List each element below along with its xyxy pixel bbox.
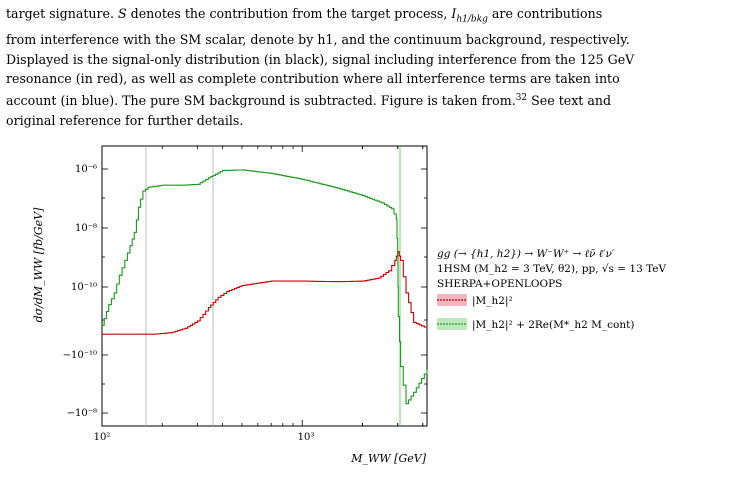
ytick-2: 10⁻⁸ bbox=[75, 223, 97, 234]
caption-line-2: from interference with the SM scalar, de… bbox=[6, 32, 630, 48]
caption-line-1: target signature. S denotes the contribu… bbox=[6, 6, 603, 25]
legend: gg (→ {h1, h2}) → W⁻W⁺ → ℓν̄ ℓ′ν′ 1HSM (… bbox=[437, 248, 667, 332]
caption-line-4: resonance (in red), as well as complete … bbox=[6, 71, 620, 87]
ytick-1: 10⁻⁶ bbox=[75, 164, 97, 175]
legend-red-label: |M_h2|² bbox=[472, 295, 513, 308]
series-red-line bbox=[102, 251, 428, 335]
xtick-1000: 10³ bbox=[298, 432, 315, 443]
legend-green-label: |M_h2|² + 2Re(M*_h2 M_cont) bbox=[472, 319, 634, 332]
figure-caption: target signature. S denotes the contribu… bbox=[6, 4, 724, 130]
series-green-line bbox=[102, 169, 428, 405]
plot-frame bbox=[101, 145, 428, 427]
caption-line-3: Displayed is the signal-only distributio… bbox=[6, 51, 635, 67]
x-axis bbox=[101, 146, 424, 426]
caption-line-6: original reference for further details. bbox=[6, 112, 244, 128]
legend-model: 1HSM (M_h2 = 3 TeV, θ2), pp, √s = 13 TeV bbox=[437, 263, 667, 275]
ytick-3: 10⁻¹⁰ bbox=[71, 282, 97, 293]
series-layer bbox=[102, 169, 428, 405]
x-axis-title: M_WW [GeV] bbox=[350, 452, 426, 465]
caption-line-5: account (in blue). The pure SM backgroun… bbox=[6, 92, 612, 109]
y-axis bbox=[102, 168, 427, 414]
xtick-100: 10² bbox=[94, 432, 111, 443]
y-axis-title: dσ/dM_WW [fb/GeV] bbox=[32, 207, 45, 323]
legend-generator: SHERPA+OPENLOOPS bbox=[437, 278, 562, 290]
legend-process: gg (→ {h1, h2}) → W⁻W⁺ → ℓν̄ ℓ′ν′ bbox=[437, 248, 615, 260]
ytick-4: −10⁻¹⁰ bbox=[63, 350, 97, 361]
ytick-5: −10⁻⁸ bbox=[67, 408, 97, 419]
